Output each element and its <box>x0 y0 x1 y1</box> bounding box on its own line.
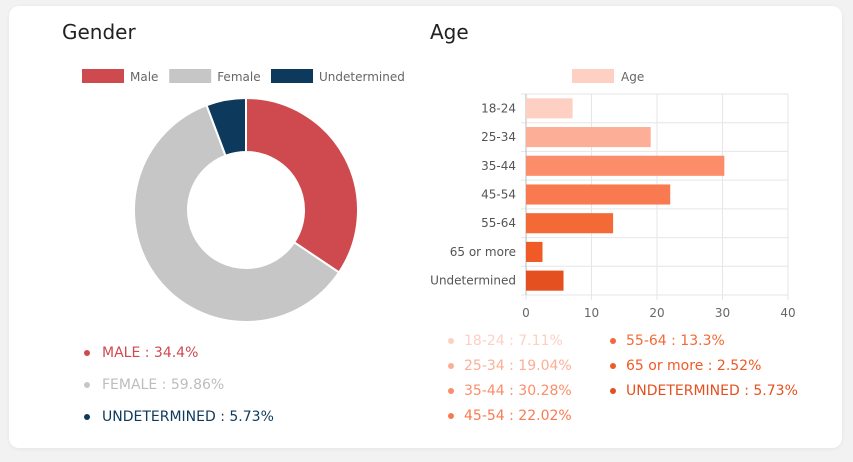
gender-list-label: UNDETERMINED : 5.73% <box>102 409 274 425</box>
gender-donut-chart: Male Female Undetermined <box>82 69 405 323</box>
age-list-item: 18-24 : 7.11% <box>448 333 563 349</box>
bar-18-24[interactable] <box>526 98 573 119</box>
gender-list-item: MALE : 34.4% <box>84 345 198 361</box>
y-tick-label: 35-44 <box>481 159 516 173</box>
bar-35-44[interactable] <box>526 155 725 176</box>
dot-icon <box>84 414 90 420</box>
gender-list-item: FEMALE : 59.86% <box>84 377 224 393</box>
age-list-item: 35-44 : 30.28% <box>448 383 572 399</box>
dot-icon <box>610 338 616 344</box>
y-tick-label: 65 or more <box>450 245 516 259</box>
age-bar-chart: Age 0 10 20 30 40 18-24 25-34 35-44 45-54 55-64 65 … <box>430 69 796 320</box>
bar-undetermined[interactable] <box>526 270 564 291</box>
bar-45-54[interactable] <box>526 184 671 205</box>
x-tick-label: 30 <box>715 306 730 320</box>
legend-label-age[interactable]: Age <box>621 70 644 84</box>
legend-swatch-male[interactable] <box>82 69 124 83</box>
dot-icon <box>448 338 454 344</box>
y-tick-label: 18-24 <box>481 101 516 115</box>
x-tick-label: 20 <box>649 306 664 320</box>
y-tick-label: 45-54 <box>481 188 516 202</box>
x-tick-label: 0 <box>522 306 530 320</box>
legend-swatch-undetermined[interactable] <box>271 69 313 83</box>
gender-list-label: MALE : 34.4% <box>102 345 199 361</box>
age-list-label: 45-54 : 22.02% <box>464 408 572 424</box>
dot-icon <box>84 382 90 388</box>
dot-icon <box>610 388 616 394</box>
legend-swatch-female[interactable] <box>169 69 212 83</box>
age-list-item: 55-64 : 13.3% <box>610 333 725 349</box>
gender-title: Gender <box>62 20 136 44</box>
age-list-label: UNDETERMINED : 5.73% <box>626 383 798 399</box>
age-list-item: UNDETERMINED : 5.73% <box>610 383 798 399</box>
gender-list-item: UNDETERMINED : 5.73% <box>84 409 274 425</box>
age-title: Age <box>430 20 469 44</box>
dot-icon <box>448 363 454 369</box>
bar-25-34[interactable] <box>526 127 651 148</box>
donut-slice-undetermined[interactable] <box>205 96 247 158</box>
age-list-label: 18-24 : 7.11% <box>464 333 563 349</box>
y-tick-label: Undetermined <box>430 274 516 288</box>
age-list-label: 35-44 : 30.28% <box>464 383 572 399</box>
age-list-item: 45-54 : 22.02% <box>448 408 572 424</box>
dot-icon <box>448 413 454 419</box>
bar-55-64[interactable] <box>526 213 614 234</box>
donut-slice-male[interactable] <box>245 96 359 274</box>
dot-icon <box>448 388 454 394</box>
age-list-item: 65 or more : 2.52% <box>610 358 761 374</box>
legend-swatch-age[interactable] <box>572 69 614 83</box>
bar-65-or-more[interactable] <box>526 241 543 262</box>
legend-label-female[interactable]: Female <box>217 70 260 84</box>
age-list-label: 55-64 : 13.3% <box>626 333 725 349</box>
age-list-label: 25-34 : 19.04% <box>464 358 572 374</box>
age-list-label: 65 or more : 2.52% <box>626 358 762 374</box>
x-tick-label: 40 <box>780 306 795 320</box>
x-tick-label: 10 <box>584 306 599 320</box>
legend-label-undetermined[interactable]: Undetermined <box>319 70 405 84</box>
donut-slice-female[interactable] <box>133 103 341 323</box>
dot-icon <box>610 363 616 369</box>
y-tick-label: 55-64 <box>481 216 516 230</box>
gender-list-label: FEMALE : 59.86% <box>102 377 225 393</box>
y-tick-label: 25-34 <box>481 130 516 144</box>
age-list-item: 25-34 : 19.04% <box>448 358 572 374</box>
dot-icon <box>84 350 90 356</box>
legend-label-male[interactable]: Male <box>130 70 158 84</box>
